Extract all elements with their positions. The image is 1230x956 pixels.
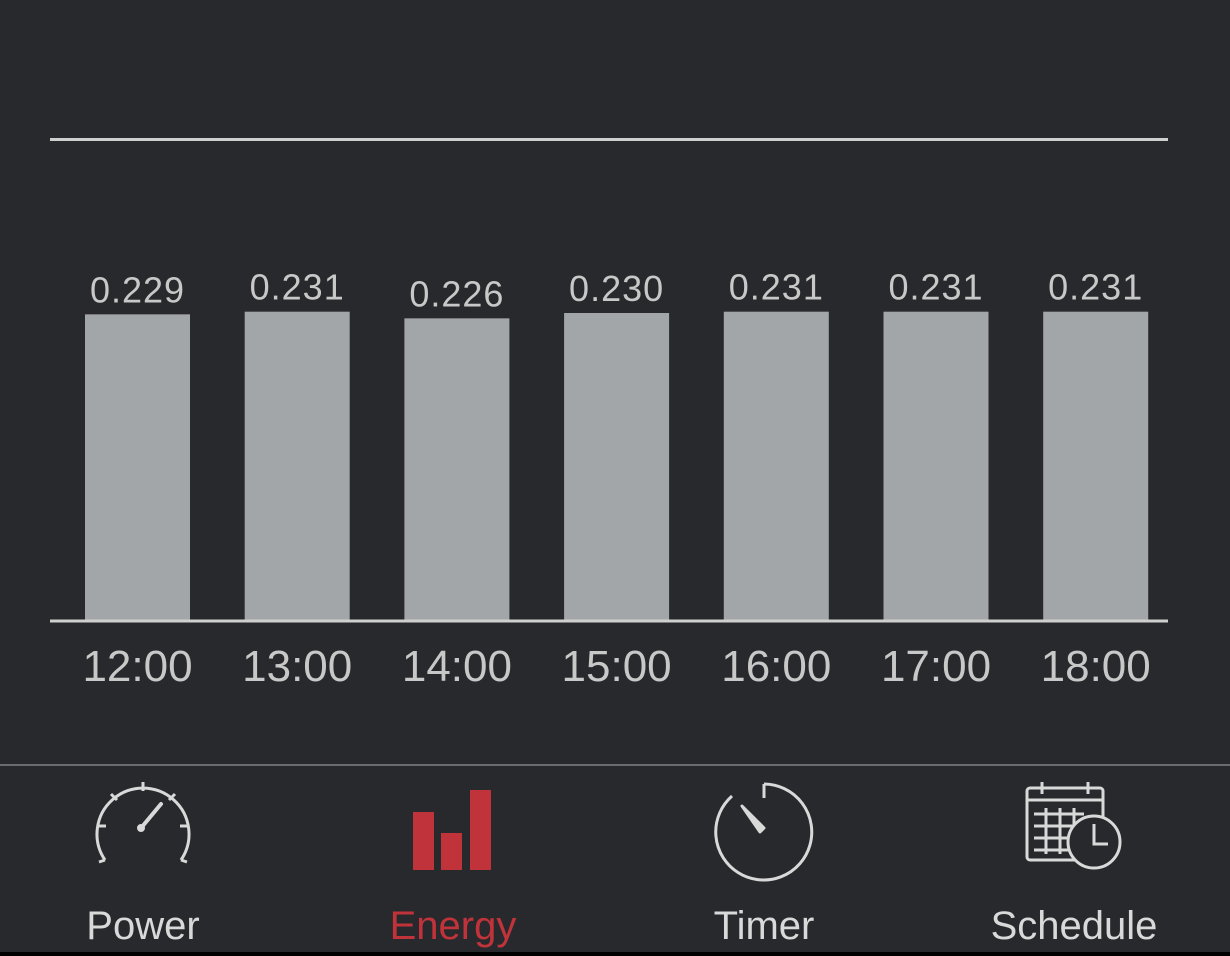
bar-value-label: 0.231 xyxy=(250,267,345,308)
bar[interactable] xyxy=(85,314,190,620)
bar-value-label: 0.231 xyxy=(1048,267,1143,308)
tab-energy[interactable]: Energy xyxy=(333,766,573,954)
tab-bar: Power Energy Timer Schedule xyxy=(0,764,1230,954)
x-tick-label: 13:00 xyxy=(242,642,352,691)
bar[interactable] xyxy=(404,318,510,620)
bar[interactable] xyxy=(883,311,989,620)
tab-power[interactable]: Power xyxy=(23,766,263,954)
tab-timer[interactable]: Timer xyxy=(644,766,884,954)
bar[interactable] xyxy=(1043,311,1149,620)
tab-schedule[interactable]: Schedule xyxy=(954,766,1194,954)
bar-value-label: 0.230 xyxy=(569,268,664,309)
energy-bar-chart: 0.229 12:00 0.231 13:00 0.226 14:00 0.230 15:00… xyxy=(50,138,1168,691)
tab-label: Timer xyxy=(713,904,815,948)
bar-value-label: 0.226 xyxy=(409,273,504,314)
bottom-edge xyxy=(0,952,1230,956)
bar[interactable] xyxy=(244,311,350,620)
x-tick-label: 17:00 xyxy=(881,642,991,691)
speedometer-icon xyxy=(95,782,191,864)
timer-icon xyxy=(714,782,814,882)
bar[interactable] xyxy=(723,311,829,620)
bar-value-label: 0.229 xyxy=(90,269,185,310)
bar-value-label: 0.231 xyxy=(888,267,983,308)
tab-label: Power xyxy=(86,904,200,948)
x-tick-label: 14:00 xyxy=(402,642,512,691)
x-tick-label: 18:00 xyxy=(1041,642,1151,691)
bar[interactable] xyxy=(564,313,670,620)
tab-label: Energy xyxy=(389,904,517,948)
bar-chart-icon xyxy=(413,790,491,870)
tab-label: Schedule xyxy=(990,904,1158,948)
x-tick-label: 12:00 xyxy=(82,642,192,691)
x-tick-label: 16:00 xyxy=(721,642,831,691)
x-tick-label: 15:00 xyxy=(562,642,672,691)
bar-value-label: 0.231 xyxy=(729,267,824,308)
calendar-clock-icon xyxy=(1025,782,1122,870)
